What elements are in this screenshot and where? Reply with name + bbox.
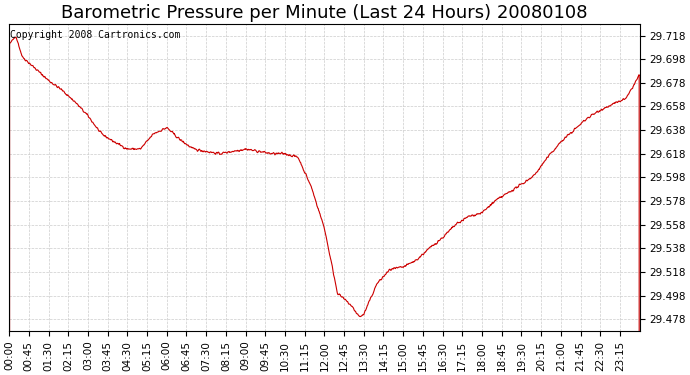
Title: Barometric Pressure per Minute (Last 24 Hours) 20080108: Barometric Pressure per Minute (Last 24 …	[61, 4, 588, 22]
Text: Copyright 2008 Cartronics.com: Copyright 2008 Cartronics.com	[10, 30, 181, 40]
